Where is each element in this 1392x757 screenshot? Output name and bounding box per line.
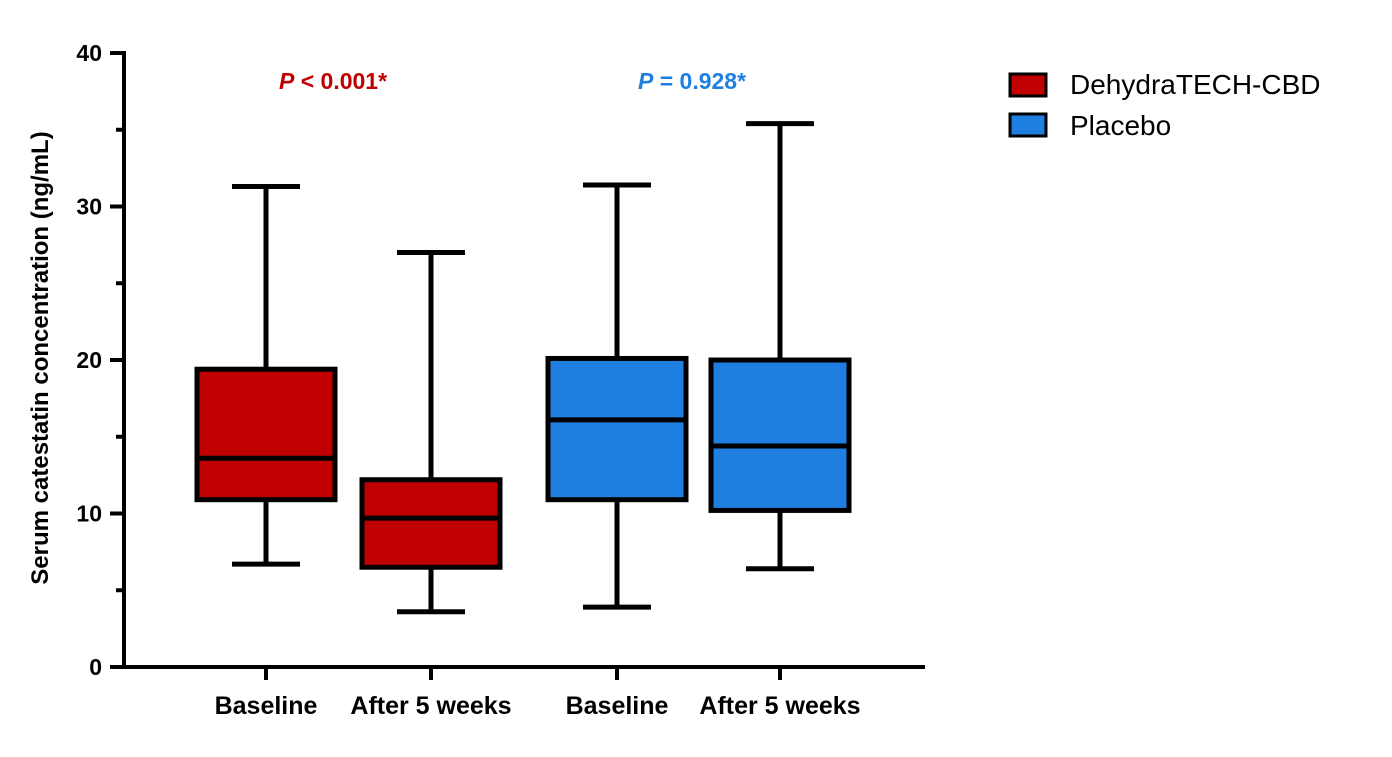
legend-label: Placebo bbox=[1070, 110, 1171, 141]
legend-swatch bbox=[1008, 72, 1048, 98]
p-value-text: = 0.928* bbox=[653, 68, 746, 94]
y-tick-label: 30 bbox=[76, 194, 102, 220]
y-ticks: 0 10 20 30 40 bbox=[76, 40, 124, 680]
x-tick-label: After 5 weeks bbox=[350, 692, 511, 720]
box-1-after-5-weeks bbox=[708, 121, 852, 572]
legend-item-placebo: Placebo bbox=[1008, 110, 1171, 141]
iqr-box bbox=[194, 366, 338, 503]
legend: DehydraTECH-CBD Placebo bbox=[1008, 69, 1321, 141]
boxes bbox=[194, 121, 852, 615]
box-1-baseline bbox=[545, 182, 689, 610]
iqr-box bbox=[359, 477, 503, 570]
p-symbol: P bbox=[638, 68, 654, 94]
x-tick-labels: Baseline After 5 weeks Baseline After 5 wee… bbox=[215, 667, 861, 720]
y-axis-label: Serum catestatin concentration (ng/mL) bbox=[27, 131, 54, 584]
y-tick-label: 20 bbox=[76, 347, 102, 373]
iqr-box bbox=[708, 357, 852, 513]
box-0-baseline bbox=[194, 184, 338, 567]
y-tick-label: 0 bbox=[89, 654, 102, 680]
y-tick-label: 10 bbox=[76, 501, 102, 527]
iqr-box bbox=[545, 355, 689, 503]
y-tick-label: 40 bbox=[76, 40, 102, 66]
legend-item-dehydratech-cbd: DehydraTECH-CBD bbox=[1008, 69, 1321, 100]
box-0-after-5-weeks bbox=[359, 250, 503, 615]
p-symbol: P bbox=[279, 68, 295, 94]
p-value-annotation-cbd: P < 0.001* bbox=[279, 68, 387, 94]
legend-label: DehydraTECH-CBD bbox=[1070, 69, 1321, 100]
p-value-annotation-placebo: P = 0.928* bbox=[638, 68, 746, 94]
x-tick-label: Baseline bbox=[566, 692, 669, 720]
x-tick-label: Baseline bbox=[215, 692, 318, 720]
legend-swatch bbox=[1008, 112, 1048, 138]
p-value-text: < 0.001* bbox=[294, 68, 387, 94]
x-tick-label: After 5 weeks bbox=[699, 692, 860, 720]
